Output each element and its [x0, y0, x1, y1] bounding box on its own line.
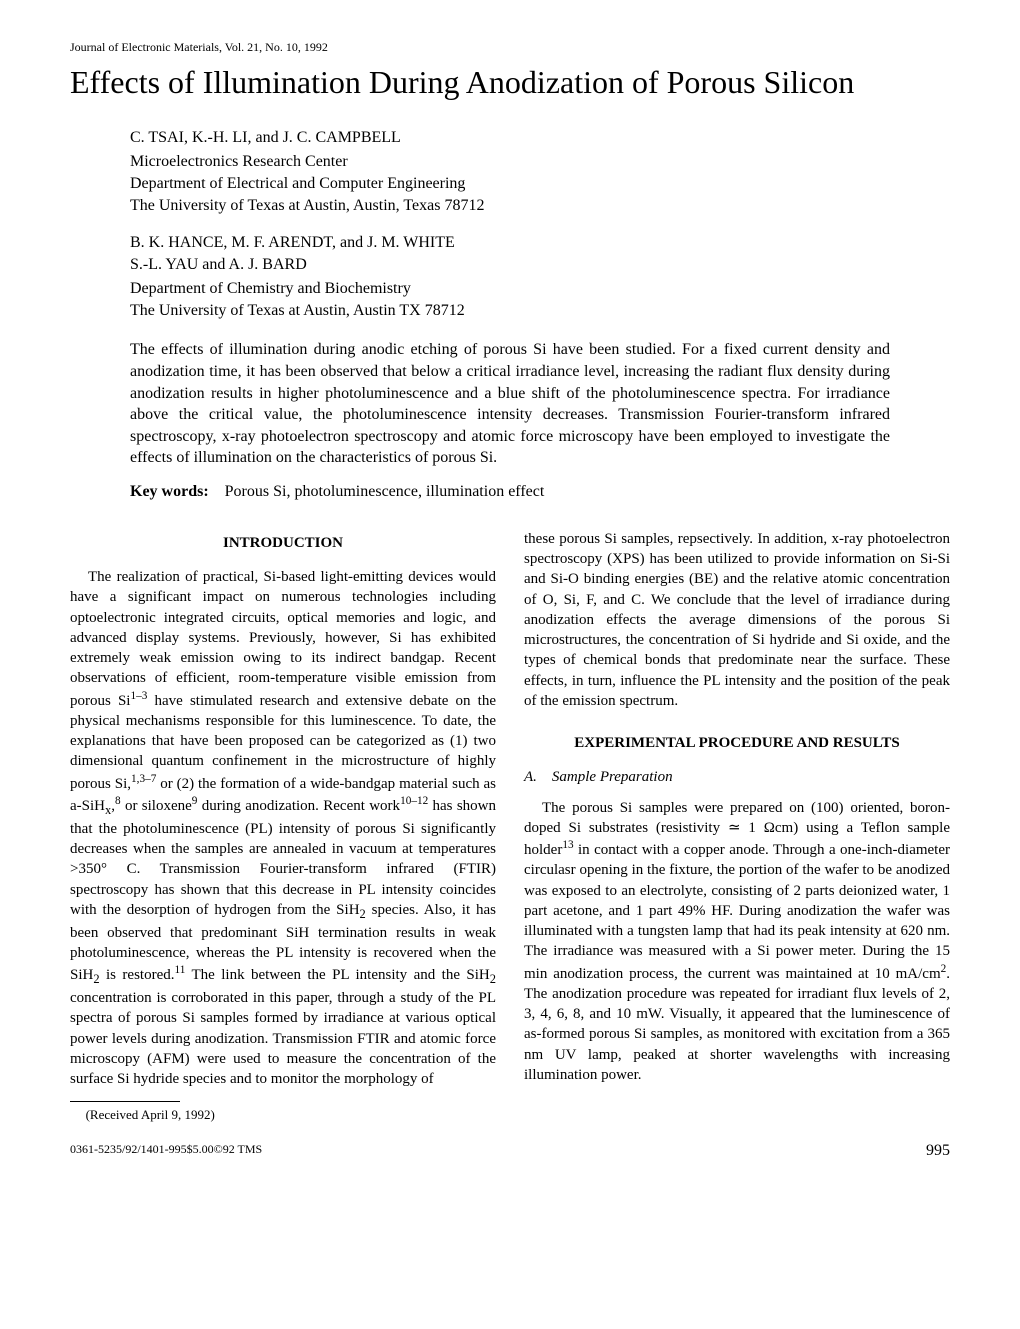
- footnote-divider: [70, 1101, 180, 1102]
- author-block: C. TSAI, K.-H. LI, and J. C. CAMPBELL Mi…: [130, 129, 890, 501]
- keywords-text: [213, 483, 225, 500]
- keywords-line: Key words: Porous Si, photoluminescence,…: [130, 483, 890, 501]
- received-date: (Received April 9, 1992): [70, 1106, 496, 1124]
- introduction-para-1: The realization of practical, Si-based l…: [70, 567, 496, 1089]
- two-column-body: INTRODUCTION The realization of practica…: [70, 529, 950, 1124]
- experimental-heading: EXPERIMENTAL PROCEDURE AND RESULTS: [524, 733, 950, 753]
- footer-code: 0361-5235/92/1401-995$5.00©92 TMS: [70, 1142, 262, 1160]
- journal-header: Journal of Electronic Materials, Vol. 21…: [70, 40, 950, 55]
- experimental-para-a: The porous Si samples were prepared on (…: [524, 798, 950, 1086]
- introduction-para-1-cont: these porous Si samples, repsectively. I…: [524, 529, 950, 711]
- introduction-heading: INTRODUCTION: [70, 533, 496, 553]
- right-column: these porous Si samples, repsectively. I…: [524, 529, 950, 1124]
- authors-group-2-line2: S.-L. YAU and A. J. BARD: [130, 256, 890, 274]
- keywords-value: Porous Si, photoluminescence, illuminati…: [225, 483, 545, 500]
- page-number: 995: [926, 1142, 950, 1160]
- subsection-a-heading: A. Sample Preparation: [524, 767, 950, 787]
- authors-group-1: C. TSAI, K.-H. LI, and J. C. CAMPBELL: [130, 129, 890, 147]
- affiliation-1: Microelectronics Research CenterDepartme…: [130, 151, 890, 216]
- paper-title: Effects of Illumination During Anodizati…: [70, 63, 950, 101]
- authors-group-2-line1: B. K. HANCE, M. F. ARENDT, and J. M. WHI…: [130, 234, 890, 252]
- abstract-text: The effects of illumination during anodi…: [130, 339, 890, 469]
- affiliation-2: Department of Chemistry and Biochemistry…: [130, 278, 890, 321]
- left-column: INTRODUCTION The realization of practica…: [70, 529, 496, 1124]
- keywords-label: Key words:: [130, 483, 209, 500]
- page-footer: 0361-5235/92/1401-995$5.00©92 TMS 995: [70, 1142, 950, 1160]
